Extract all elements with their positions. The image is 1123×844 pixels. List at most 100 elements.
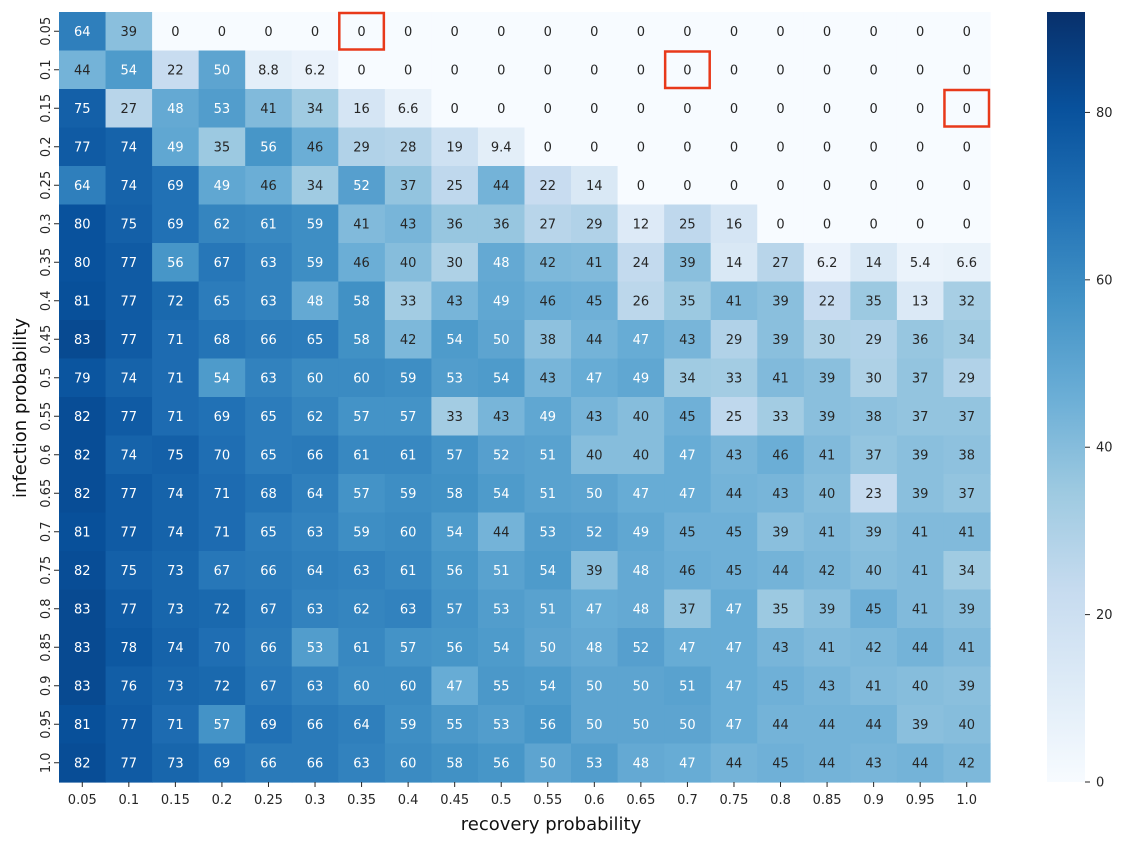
heatmap-cell [105, 281, 153, 321]
cell-value-label: 49 [493, 294, 510, 309]
cell-value-label: 41 [819, 641, 836, 656]
heatmap-cell [571, 589, 619, 629]
heatmap-cell [198, 666, 246, 706]
heatmap-cell [245, 12, 293, 52]
cell-value-label: 0 [869, 179, 877, 194]
heatmap-cell [664, 666, 712, 706]
heatmap-cell [338, 666, 386, 706]
cell-value-label: 45 [865, 602, 882, 617]
heatmap-cell [803, 243, 851, 283]
cell-value-label: 0 [637, 63, 645, 78]
heatmap-cell [617, 435, 665, 475]
cell-value-label: 63 [307, 525, 324, 540]
cell-value-label: 63 [260, 294, 277, 309]
cell-value-label: 0 [730, 140, 738, 155]
heatmap-cell [850, 358, 898, 398]
heatmap-cell [896, 12, 945, 52]
heatmap-cell [431, 628, 479, 668]
heatmap-cell [59, 628, 107, 668]
cell-value-label: 0 [963, 179, 971, 194]
cell-value-label: 39 [772, 525, 789, 540]
heatmap-cell [431, 705, 479, 745]
heatmap-cell [850, 435, 898, 475]
cell-value-label: 33 [446, 410, 463, 425]
x-tick-label: 0.6 [584, 793, 605, 808]
heatmap-cell [524, 666, 572, 706]
cell-value-label: 46 [772, 448, 789, 463]
heatmap-cell [803, 628, 851, 668]
heatmap-cell [152, 89, 200, 129]
heatmap-cell [291, 397, 339, 437]
cell-value-label: 63 [400, 602, 417, 617]
heatmap-cell [338, 243, 386, 283]
heatmap-cell [617, 281, 665, 321]
heatmap-cell [431, 551, 479, 591]
x-tick-label: 0.45 [440, 793, 469, 808]
cell-value-label: 48 [633, 564, 650, 579]
heatmap-cell [664, 628, 712, 668]
cell-value-label: 73 [167, 756, 184, 771]
heatmap-cell [757, 628, 805, 668]
heatmap-cell [896, 50, 945, 90]
cell-value-label: 0 [404, 25, 412, 40]
cell-value-label: 0 [869, 140, 877, 155]
cell-value-label: 12 [633, 217, 650, 232]
cell-value-label: 47 [633, 487, 650, 502]
cell-value-label: 37 [958, 487, 975, 502]
y-tick-label: 1.0 [39, 752, 54, 773]
heatmap-cell [384, 589, 432, 629]
cell-value-label: 35 [679, 294, 696, 309]
heatmap-cell [105, 628, 153, 668]
heatmap-cell [896, 512, 945, 552]
heatmap-cell [105, 551, 153, 591]
heatmap-cell [524, 166, 572, 206]
heatmap-cell [338, 281, 386, 321]
cell-value-label: 47 [679, 641, 696, 656]
heatmap-cell [524, 320, 572, 360]
cell-value-label: 54 [214, 371, 231, 386]
heatmap-cell [803, 666, 851, 706]
cell-value-label: 0 [916, 25, 924, 40]
heatmap-cell [850, 474, 898, 514]
cell-value-label: 46 [539, 294, 556, 309]
cell-value-label: 59 [353, 525, 370, 540]
heatmap-cell [664, 551, 712, 591]
heatmap-cell [571, 397, 619, 437]
heatmap-cell [198, 435, 246, 475]
cell-value-label: 50 [586, 679, 603, 694]
cell-value-label: 48 [633, 602, 650, 617]
heatmap-cell [291, 551, 339, 591]
cell-value-label: 40 [958, 718, 975, 733]
heatmap-cell [338, 166, 386, 206]
cell-value-label: 45 [586, 294, 603, 309]
heatmap-cell [59, 50, 107, 90]
cell-value-label: 30 [446, 256, 463, 271]
cell-value-label: 45 [679, 525, 696, 540]
y-tick-label: 0.75 [39, 556, 54, 585]
cell-value-label: 41 [772, 371, 789, 386]
cell-value-label: 47 [586, 371, 603, 386]
heatmap-cell [571, 358, 619, 398]
cell-value-label: 43 [772, 487, 789, 502]
heatmap-cell [617, 243, 665, 283]
heatmap-cell [198, 127, 246, 167]
heatmap-cell [198, 166, 246, 206]
heatmap-cell [477, 127, 526, 167]
cell-value-label: 64 [74, 179, 91, 194]
heatmap-cell [571, 89, 619, 129]
heatmap-cell [710, 474, 758, 514]
heatmap-cell [617, 89, 665, 129]
colorbar-tick-label: 20 [1096, 608, 1113, 623]
heatmap-cell [896, 705, 945, 745]
heatmap-cell [291, 50, 339, 90]
cell-value-label: 74 [121, 371, 138, 386]
heatmap-cell [477, 589, 526, 629]
heatmap-cell [384, 127, 432, 167]
cell-value-label: 45 [772, 679, 789, 694]
heatmap-cell [384, 204, 432, 244]
highlight-box [338, 11, 386, 51]
cell-value-label: 0 [730, 25, 738, 40]
cell-value-label: 37 [912, 371, 929, 386]
heatmap-cell [431, 12, 479, 52]
cell-value-label: 0 [730, 179, 738, 194]
